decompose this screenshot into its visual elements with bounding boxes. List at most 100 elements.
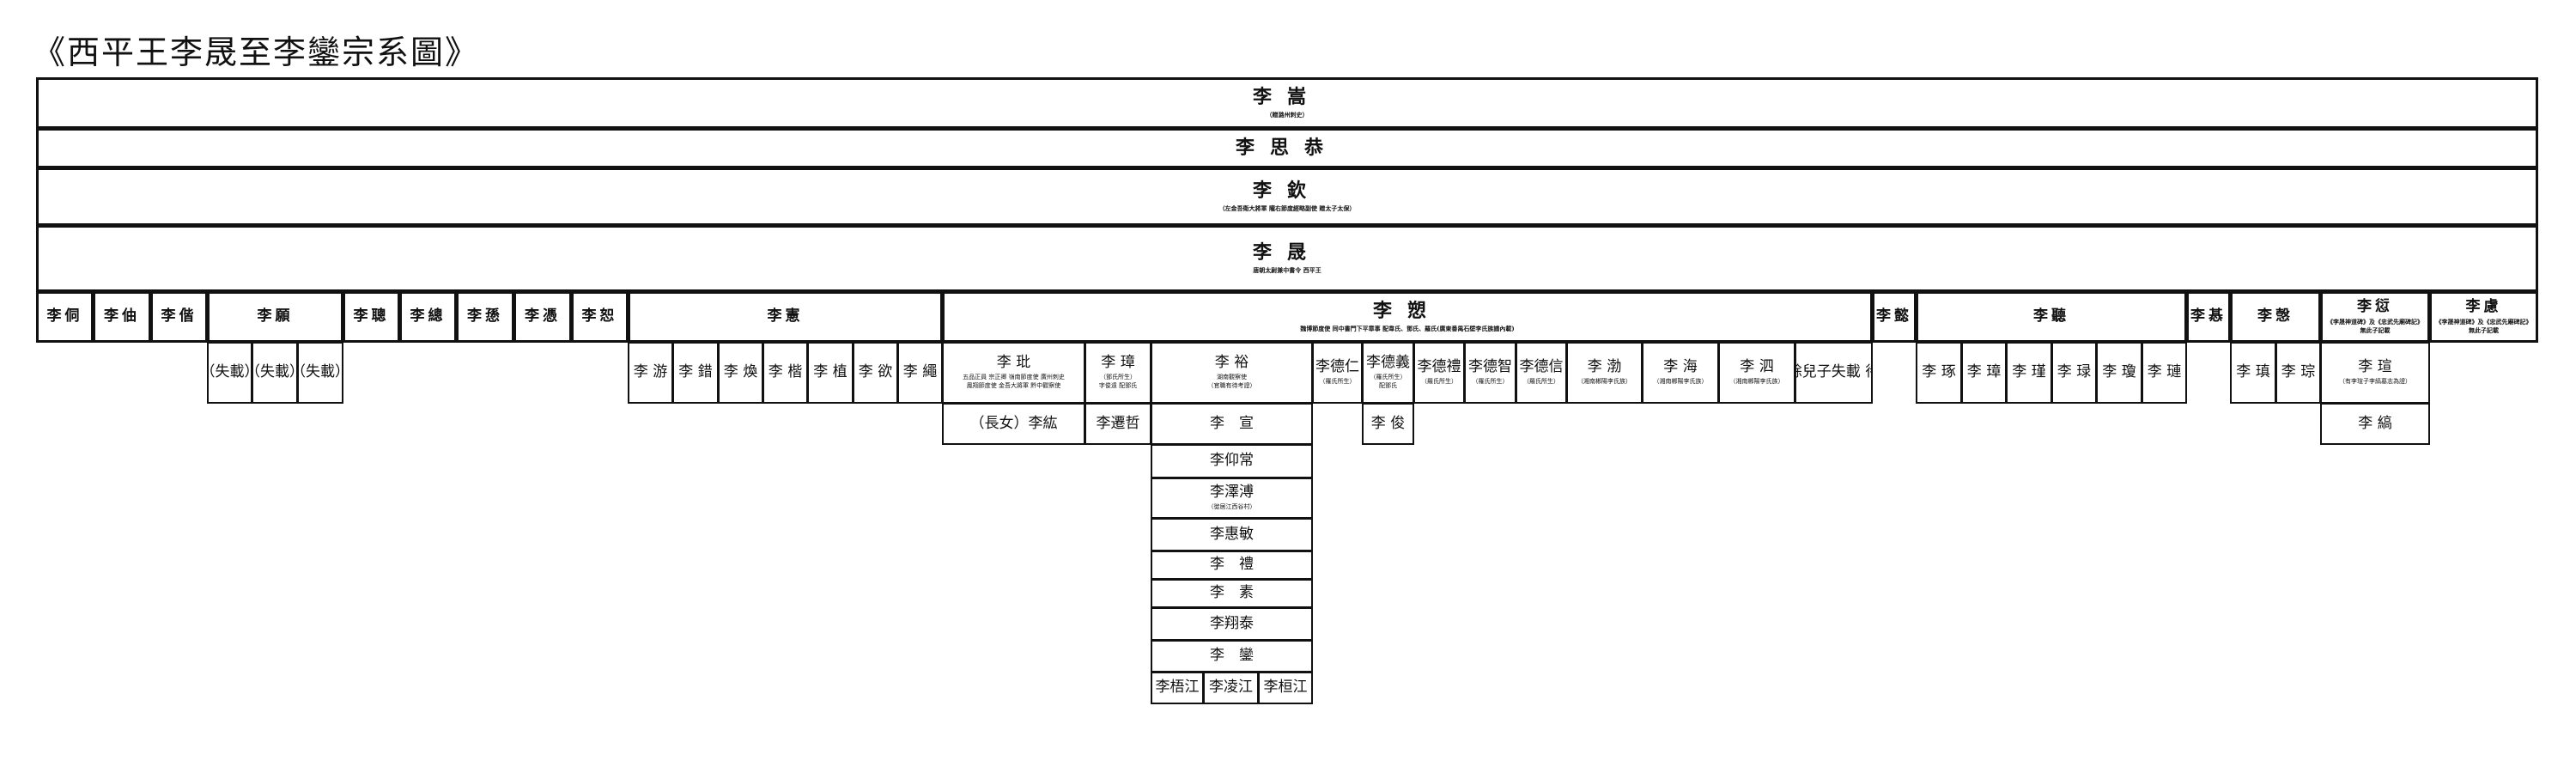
person-box-s-ting: 李聽 — [1916, 291, 2187, 343]
person-box-s-que: 李愨 — [2230, 291, 2321, 343]
person-name: 李 植 — [813, 363, 848, 381]
person-name: 李 璉 — [2147, 363, 2182, 381]
person-name: 李凌江 — [1209, 679, 1253, 697]
person-box-zhang-qianzhe: 李遷哲 — [1084, 403, 1151, 445]
person-name: 李總 — [410, 307, 447, 326]
person-name: 李聰 — [353, 307, 390, 326]
person-name: 李遷哲 — [1096, 414, 1140, 432]
person-box-s-cong: 李聰 — [343, 291, 400, 343]
person-name: 李 琭 — [2057, 363, 2092, 381]
person-name: 李 琢 — [1922, 363, 1956, 381]
person-box-g2: 李思恭 — [36, 128, 2538, 168]
person-box-su-dexin: 李德信 （羅氏所生） — [1516, 342, 1567, 404]
person-name: 李 琮 — [2281, 363, 2316, 381]
person-name: 李梧江 — [1155, 679, 1200, 697]
person-name: 李 泗 — [1740, 358, 1774, 376]
person-note: （湘南郴陽李氏族） — [1577, 377, 1631, 385]
person-box-ting-k2: 李 璋 — [1961, 342, 2007, 404]
person-box-g4: 李晟 唐朝太尉兼中書令 西平王 — [36, 225, 2538, 292]
person-name: （長女）李紘 — [969, 414, 1058, 432]
person-name: 李 璋 — [1101, 354, 1135, 372]
person-name: 李願 — [257, 307, 294, 326]
person-box-g3: 李欽 （左金吾衛大將軍 隴右節度經略副使 贈太子太保） — [36, 167, 2538, 226]
person-box-ting-k3: 李 瑾 — [2006, 342, 2052, 404]
person-box-g1: 李嵩 （贈潞州刺史） — [36, 77, 2538, 129]
person-box-l-yangchang: 李仰常 — [1151, 444, 1313, 478]
person-name: 李 素 — [1210, 584, 1254, 602]
person-note: （羅氏所生） — [1319, 377, 1356, 385]
person-note: 魏博節度使 同中書門下平章事 配韋氏、鄧氏、羅氏(廣東番禺石壁李氏族譜內載) — [1300, 324, 1515, 332]
person-box-s-xian: 李憲 — [628, 291, 943, 343]
person-name: 李 欲 — [858, 363, 893, 381]
person-name: 李聽 — [2033, 307, 2069, 326]
person-box-l-zepu: 李澤溥 （徙居江西谷村） — [1151, 478, 1313, 519]
person-box-s-tong: 李侗 — [36, 291, 94, 343]
person-name: 李惎 — [2190, 307, 2227, 326]
person-box-l-li: 李 禮 — [1151, 551, 1313, 580]
person-box-xian-k4: 李 楷 — [762, 342, 808, 404]
person-name: 李 煥 — [723, 363, 758, 381]
person-box-xian-k3: 李 煥 — [718, 342, 763, 404]
person-note: （鄧氏所生） 字俊遠 配鄧氏 — [1098, 373, 1138, 389]
person-box-s-yuan: 李願 — [207, 291, 343, 343]
person-box-s-ping: 李憑 — [513, 291, 572, 343]
person-note: （有李瑄子李縞墓志為證） — [2339, 377, 2411, 385]
person-note: 湖南觀察使 （官職有待考證） — [1207, 373, 1256, 389]
person-name: （失載） — [209, 363, 251, 381]
person-name: 李 游 — [633, 363, 668, 381]
person-box-yu-xuan: 李 宣 — [1151, 403, 1313, 445]
person-box-s-su: 李愬 魏博節度使 同中書門下平章事 配韋氏、鄧氏、羅氏(廣東番禺石壁李氏族譜內載) — [942, 291, 1873, 343]
person-name: （失載） — [299, 363, 342, 381]
person-note: 五品正員 宗正卿 嶺南節度使 廣州刺史 鳳翔節度使 金吾大將軍 黔中觀察使 — [963, 373, 1065, 389]
person-name: 李 渤 — [1587, 358, 1622, 376]
person-note: 唐朝太尉兼中書令 西平王 — [1253, 265, 1321, 274]
person-box-su-rest: 其餘兒子失載 待考 — [1795, 342, 1873, 404]
person-box-xian-k6: 李 欲 — [853, 342, 898, 404]
person-box-l-luan: 李 鑾 — [1151, 640, 1313, 672]
person-box-su-deren: 李德仁 （羅氏所生） — [1312, 342, 1363, 404]
person-box-l-lingjiang: 李凌江 — [1203, 672, 1259, 704]
person-name: 李桓江 — [1263, 679, 1308, 697]
person-name: 李澤溥 — [1210, 484, 1254, 502]
person-name: 李 裕 — [1214, 354, 1249, 372]
person-box-xuan-gao: 李 縞 — [2320, 403, 2430, 445]
person-name: 李愨 — [2257, 307, 2293, 326]
person-box-s-qian: 李愆 《李晟神道碑》及《忠武先廟碑記》 無此子記載 — [2320, 291, 2430, 343]
person-box-s-lv: 李慮 《李晟神道碑》及《忠武先廟碑記》 無此子記載 — [2429, 291, 2538, 343]
person-note: （左金吾衛大將軍 隴右節度經略副使 贈太子太保） — [1218, 204, 1356, 212]
person-box-pin-hong: （長女）李紘 — [942, 403, 1085, 445]
person-box-l-xiangtai: 李翔泰 — [1151, 607, 1313, 641]
person-name: 李 錯 — [678, 363, 713, 381]
person-box-su-deyi: 李德義 （羅氏所生） 配鄧氏 — [1362, 342, 1414, 404]
person-box-su-deli: 李德禮 （羅氏所生） — [1413, 342, 1465, 404]
person-name: 李 瑱 — [2236, 363, 2270, 381]
person-box-xian-k7: 李 繩 — [897, 342, 943, 404]
person-box-l-huimin: 李惠敏 — [1151, 518, 1313, 551]
person-name: 李 宣 — [1210, 414, 1254, 432]
person-name: 李侗 — [46, 307, 83, 326]
person-name: 李 海 — [1663, 358, 1698, 376]
person-box-s-shu: 李恕 — [571, 291, 629, 343]
person-name: 李懿 — [1876, 307, 1912, 326]
person-box-yuan-k2: （失載） — [252, 342, 298, 404]
person-name: 李偕 — [161, 307, 197, 326]
person-note: （羅氏所生） — [1472, 377, 1509, 385]
page-title: 《西平王李晟至李鑾宗系圖》 — [33, 33, 480, 71]
person-name: 李憲 — [767, 307, 804, 326]
person-box-yuan-k3: （失載） — [297, 342, 343, 404]
person-note: （羅氏所生） — [1523, 377, 1559, 385]
person-note: （徙居江西谷村） — [1207, 502, 1256, 510]
person-box-su-bo: 李 渤（湘南郴陽李氏族） — [1566, 342, 1643, 404]
person-box-ting-k4: 李 琭 — [2051, 342, 2097, 404]
person-box-xian-k1: 李 游 — [628, 342, 673, 404]
person-box-su-hai: 李 海（湘南郴陽李氏族） — [1642, 342, 1719, 404]
person-box-su-zhang: 李 璋（鄧氏所生） 字俊遠 配鄧氏 — [1084, 342, 1151, 404]
person-name: 李嵩 — [1252, 87, 1321, 109]
person-name: 李德禮 — [1417, 358, 1461, 376]
person-box-su-si: 李 泗（湘南郴陽李氏族） — [1718, 342, 1795, 404]
person-box-ting-k6: 李 璉 — [2142, 342, 2187, 404]
person-box-deyi-jun: 李 俊 — [1362, 403, 1414, 445]
person-name: 李 繩 — [902, 363, 938, 381]
person-name: 李愆 — [2357, 298, 2393, 316]
person-box-s-zhou: 李伷 — [93, 291, 151, 343]
